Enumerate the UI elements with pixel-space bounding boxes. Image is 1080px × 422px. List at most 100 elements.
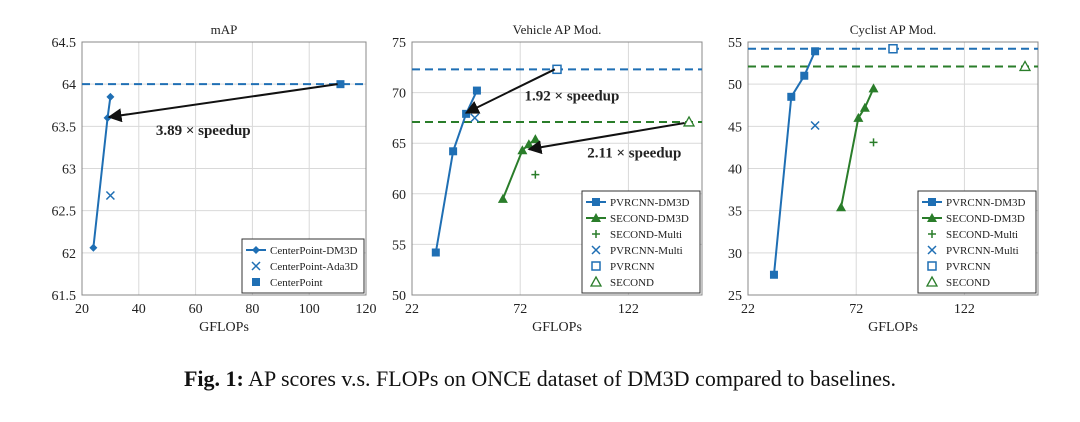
data-point <box>869 138 878 147</box>
legend-box <box>581 190 701 294</box>
y-tick-label: 50 <box>728 78 742 93</box>
series-line <box>840 87 875 208</box>
legend-marker <box>591 213 601 222</box>
data-point <box>472 86 481 95</box>
data-point <box>103 113 112 122</box>
legend-entry: SECOND-Multi <box>928 229 1018 241</box>
speedup-arrow <box>107 83 338 123</box>
legend-marker <box>592 198 600 206</box>
y-tick-label: 55 <box>728 36 742 51</box>
data-point <box>682 115 696 127</box>
x-tick-label: 72 <box>849 302 863 317</box>
legend-marker <box>251 261 261 271</box>
legend-entry: SECOND-Multi <box>592 229 682 241</box>
data-point <box>449 147 458 156</box>
legend-marker <box>928 230 936 238</box>
plot-frame <box>747 41 1039 296</box>
series-line <box>772 50 817 275</box>
y-tick-label: 50 <box>392 289 406 304</box>
data-point <box>470 113 480 123</box>
data-point <box>1018 60 1032 72</box>
legend-entry: CenterPoint-DM3D <box>246 245 357 257</box>
chart-title: Vehicle AP Mod. <box>513 22 602 37</box>
legend-entry: CenterPoint <box>252 277 323 289</box>
legend-entry: PVRCNN-Multi <box>591 245 683 257</box>
panel-cyclist-ap-mod: 25 30 35 40 45 50 55 22 72 122 Cyclist AP Mod. GFLO… <box>728 22 1039 335</box>
legend-label: SECOND-Multi <box>946 229 1018 241</box>
legend-box <box>241 238 365 294</box>
series-centerpoint-ada3d <box>105 190 115 201</box>
data-point <box>89 243 98 252</box>
y-tick-label: 60 <box>392 188 406 203</box>
speedup-label: 2.11 × speedup <box>587 145 681 161</box>
y-tick-label: 75 <box>392 36 406 51</box>
x-axis-label: GFLOPs <box>532 320 582 335</box>
x-tick-label: 120 <box>356 302 377 317</box>
series-second <box>682 115 696 127</box>
legend-label: SECOND-Multi <box>610 229 682 241</box>
y-tick-label: 64.5 <box>52 36 77 51</box>
legend-entry: SECOND <box>925 275 990 289</box>
y-tick-label: 63 <box>62 163 76 178</box>
x-tick-label: 40 <box>132 302 146 317</box>
legend-label: SECOND-DM3D <box>946 213 1025 225</box>
legend-label: CenterPoint-DM3D <box>270 245 357 257</box>
y-tick-label: 64 <box>62 78 76 93</box>
legend-label: PVRCNN <box>946 261 991 273</box>
series-pvrcnn <box>888 43 898 54</box>
legend-marker <box>928 198 936 206</box>
data-point <box>769 270 778 279</box>
legend-marker <box>589 275 603 287</box>
speedup-label: 3.89 × speedup <box>156 123 251 139</box>
legend-entry: PVRCNN-DM3D <box>586 197 690 209</box>
y-tick-label: 25 <box>728 289 742 304</box>
y-tick-label: 62.5 <box>52 205 77 220</box>
series-second <box>1018 60 1032 72</box>
x-tick-label: 122 <box>618 302 639 317</box>
data-point <box>859 102 870 112</box>
legend-entry: PVRCNN-DM3D <box>922 197 1026 209</box>
data-point <box>811 47 820 56</box>
plot-frame <box>81 41 367 296</box>
data-point <box>431 248 440 257</box>
series-second-dm3d <box>836 83 879 212</box>
legend-box <box>917 190 1037 294</box>
x-tick-label: 122 <box>954 302 975 317</box>
y-tick-label: 40 <box>728 163 742 178</box>
data-point <box>888 43 898 54</box>
figure-caption: Fig. 1: AP scores v.s. FLOPs on ONCE dat… <box>0 366 1080 392</box>
legend-label: PVRCNN-Multi <box>610 245 683 257</box>
legend-label: PVRCNN-DM3D <box>610 197 690 209</box>
data-point <box>530 134 541 144</box>
legend-marker <box>252 278 260 286</box>
x-tick-label: 22 <box>405 302 419 317</box>
x-tick-label: 100 <box>299 302 320 317</box>
x-tick-label: 72 <box>513 302 527 317</box>
y-tick-label: 62 <box>62 247 76 262</box>
caption-label: Fig. 1: <box>183 366 244 391</box>
y-tick-label: 61.5 <box>52 289 77 304</box>
y-tick-label: 63.5 <box>52 120 77 135</box>
data-point <box>497 193 508 203</box>
legend-entry: PVRCNN <box>927 261 991 273</box>
panel-map: 61.5 62 62.5 63 63.5 64 64.5 20 40 60 80 100 120 mAP G… <box>52 22 377 335</box>
legend-marker <box>927 261 937 271</box>
legend-entry: PVRCNN <box>591 261 655 273</box>
data-point <box>531 170 540 179</box>
series-second-multi <box>869 138 878 147</box>
legend-entry: SECOND <box>589 275 654 289</box>
x-axis-label: GFLOPs <box>868 320 918 335</box>
y-tick-label: 55 <box>392 238 406 253</box>
caption-text: AP scores v.s. FLOPs on ONCE dataset of … <box>248 366 897 391</box>
legend-marker <box>592 230 600 238</box>
y-tick-label: 45 <box>728 120 742 135</box>
panel-vehicle-ap-mod: 50 55 60 65 70 75 22 72 122 Vehicle AP Mod. GFLOPs… <box>392 22 703 335</box>
data-point <box>853 112 864 122</box>
data-point <box>517 145 528 155</box>
x-tick-label: 22 <box>741 302 755 317</box>
data-point <box>836 202 847 212</box>
speedup-arrow <box>464 68 556 114</box>
legend-label: SECOND <box>946 277 990 289</box>
speedup-arrow <box>527 121 685 155</box>
legend-label: PVRCNN-DM3D <box>946 197 1026 209</box>
